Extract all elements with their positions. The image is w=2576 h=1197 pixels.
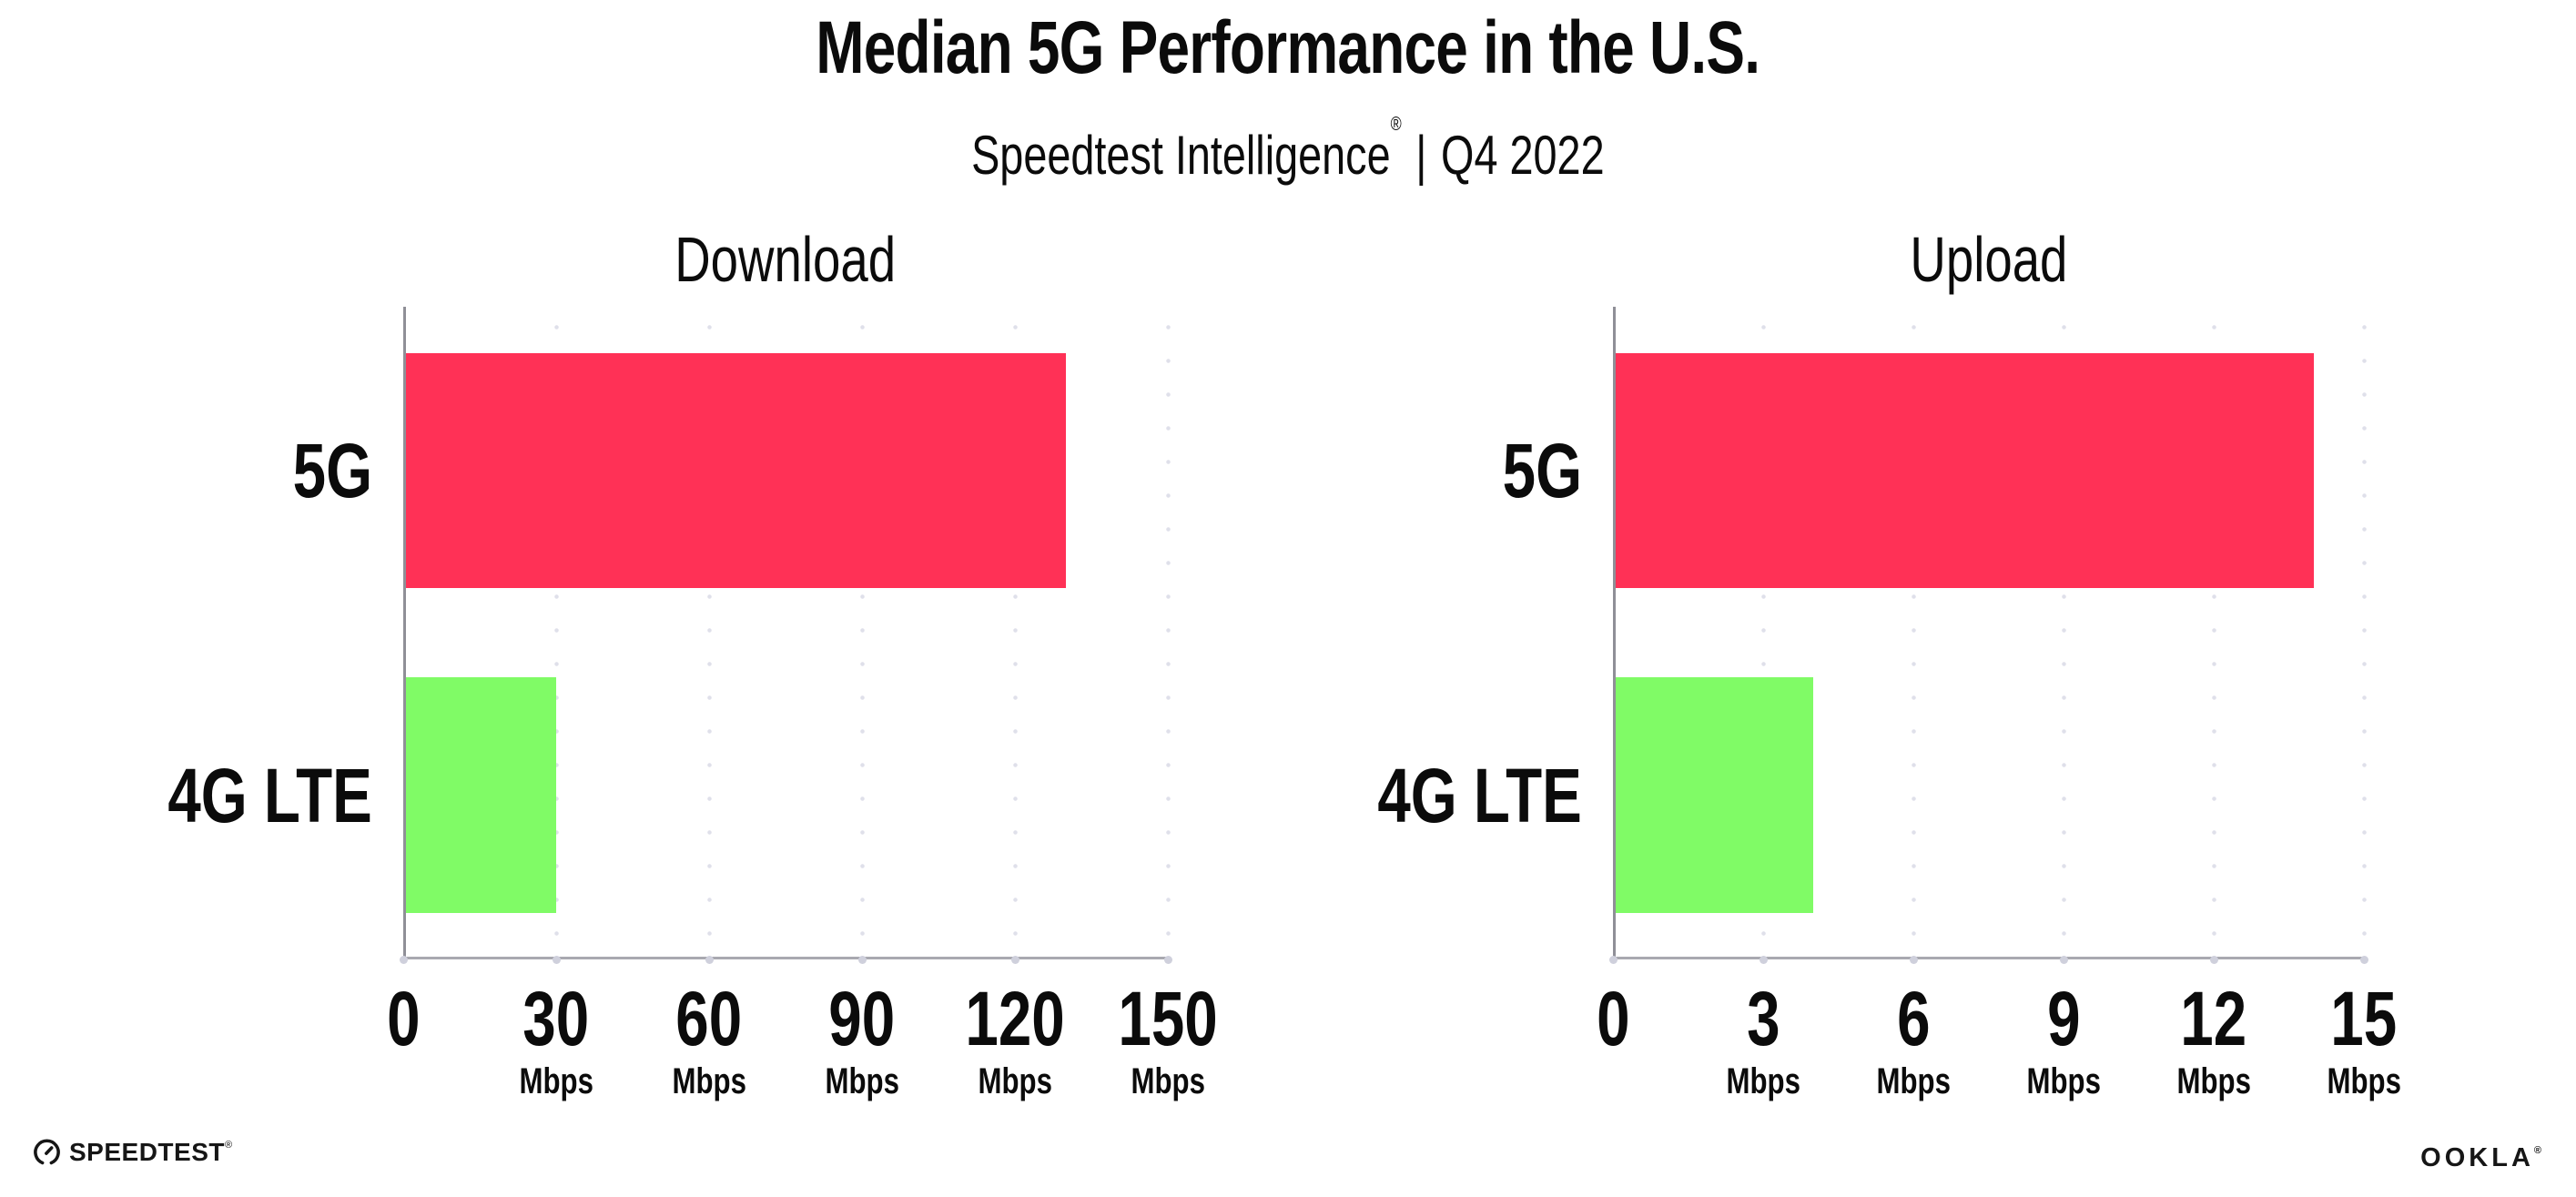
chart-title-upload: Upload (1909, 224, 2068, 295)
tick-label-upload-12: 12 (2180, 976, 2247, 1061)
axis-tick-dot (1011, 956, 1019, 964)
tick-label-download-120: 120 (965, 976, 1065, 1061)
tick-label-download-30: 30 (522, 976, 590, 1061)
axis-tick-dot (1760, 956, 1768, 964)
tick-label-download-150: 150 (1118, 976, 1218, 1061)
axis-tick-dot (2060, 956, 2068, 964)
axis-tick-dot (1164, 956, 1172, 964)
plot-area-upload (1613, 307, 2364, 959)
bar-5g-upload (1616, 353, 2314, 588)
axis-tick-dot (2360, 956, 2368, 964)
bar-4g-lte-upload (1616, 677, 1813, 913)
tick-label-download-90: 90 (828, 976, 896, 1061)
gridline-upload-12 (2212, 307, 2216, 959)
registered-mark-icon: ® (1390, 114, 1402, 135)
gridline-download-150 (1166, 307, 1171, 959)
bar-5g-download (406, 353, 1066, 588)
tick-unit-download-30: Mbps (519, 1061, 593, 1101)
axis-tick-dot (858, 956, 867, 964)
gridline-upload-15 (2362, 307, 2367, 959)
ookla-trademark-icon: ® (2533, 1145, 2545, 1156)
tick-unit-download-120: Mbps (978, 1061, 1052, 1101)
subtitle-brand: Speedtest Intelligence (971, 125, 1391, 186)
tick-label-download-60: 60 (675, 976, 743, 1061)
tick-unit-upload-9: Mbps (2026, 1061, 2101, 1101)
main-title: Median 5G Performance in the U.S. (0, 6, 2576, 89)
ookla-wordmark: OOKLA (2420, 1143, 2534, 1172)
speedtest-logo: SPEEDTEST® (33, 1138, 232, 1167)
tick-unit-upload-12: Mbps (2176, 1061, 2251, 1101)
gridline-download-60 (707, 307, 712, 959)
gridline-download-30 (554, 307, 559, 959)
tick-unit-upload-3: Mbps (1726, 1061, 1800, 1101)
tick-label-upload-9: 9 (2046, 976, 2081, 1061)
tick-unit-download-150: Mbps (1131, 1061, 1205, 1101)
gridline-upload-6 (1912, 307, 1916, 959)
category-label-download-4g-lte: 4G LTE (167, 753, 372, 838)
tick-label-upload-0: 0 (1596, 976, 1630, 1061)
main-title-text: Median 5G Performance in the U.S. (816, 6, 1761, 89)
tick-unit-download-90: Mbps (825, 1061, 899, 1101)
subtitle-period: Q4 2022 (1441, 125, 1605, 186)
gridline-upload-9 (2062, 307, 2066, 959)
category-label-download-5g: 5G (292, 428, 372, 513)
speedtest-wordmark: SPEEDTEST (69, 1138, 225, 1166)
subtitle: Speedtest Intelligence® | Q4 2022 (0, 114, 2576, 186)
tick-label-upload-3: 3 (1746, 976, 1780, 1061)
tick-unit-download-60: Mbps (672, 1061, 746, 1101)
axis-tick-dot (553, 956, 561, 964)
tick-label-upload-15: 15 (2330, 976, 2398, 1061)
speedtest-trademark-icon: ® (224, 1140, 233, 1151)
chart-title-download: Download (674, 224, 897, 295)
subtitle-separator: | (1415, 125, 1427, 186)
speedtest-gauge-icon (34, 1138, 60, 1164)
axis-tick-dot (400, 956, 408, 964)
axis-tick-dot (2210, 956, 2218, 964)
tick-label-upload-6: 6 (1896, 976, 1931, 1061)
tick-unit-upload-6: Mbps (1876, 1061, 1951, 1101)
ookla-logo: OOKLA® (2420, 1143, 2545, 1173)
tick-unit-upload-15: Mbps (2327, 1061, 2401, 1101)
category-label-upload-5g: 5G (1502, 428, 1582, 513)
bar-4g-lte-download (406, 677, 556, 913)
axis-tick-dot (1609, 956, 1618, 964)
tick-label-download-0: 0 (386, 976, 421, 1061)
gridline-download-120 (1013, 307, 1018, 959)
axis-tick-dot (1910, 956, 1918, 964)
gridline-upload-3 (1761, 307, 1766, 959)
axis-tick-dot (705, 956, 714, 964)
gridline-download-90 (860, 307, 865, 959)
plot-area-download (403, 307, 1168, 959)
category-label-upload-4g-lte: 4G LTE (1377, 753, 1582, 838)
